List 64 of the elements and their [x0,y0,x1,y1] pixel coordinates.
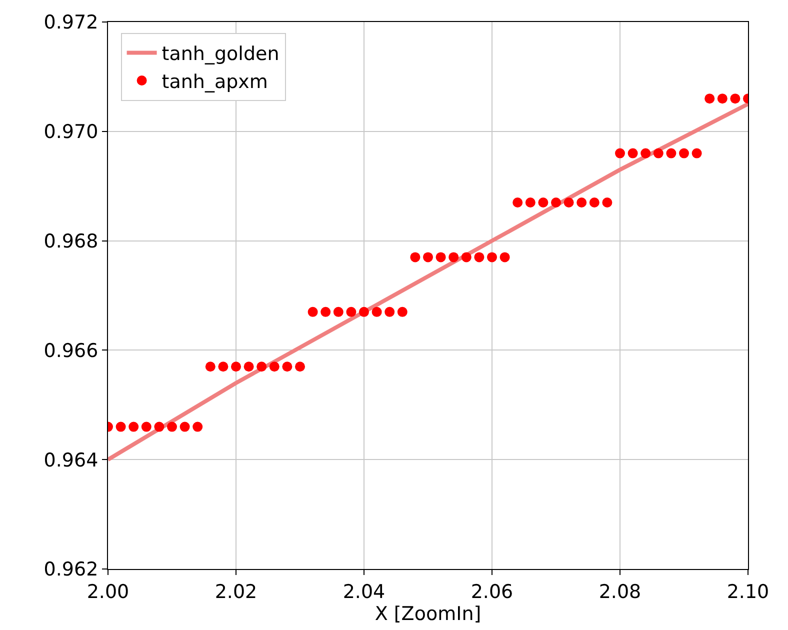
point [269,362,280,372]
point [551,198,561,208]
point [628,148,638,158]
point [576,198,587,208]
point [666,148,676,158]
point [180,422,190,432]
y-tick-label: 0.964 [44,449,98,472]
y-tick-label: 0.968 [44,230,98,252]
point [116,422,126,432]
point [461,252,472,262]
point [256,362,267,372]
point [500,252,510,262]
x-tick-label: 2.00 [86,580,130,603]
point [640,148,651,158]
point [192,422,203,432]
point [448,252,459,262]
point [218,362,228,372]
point [346,306,356,317]
y-tick-label: 0.972 [44,12,98,34]
point [128,422,139,432]
x-tick-label: 2.04 [342,580,386,603]
point [730,94,740,104]
point [717,94,728,104]
point [308,306,318,317]
point [564,198,574,208]
point [538,198,548,208]
point [423,252,433,262]
x-tick-label: 2.02 [214,580,258,603]
point [397,306,408,317]
point [244,362,254,372]
point [692,148,702,158]
point [359,306,369,317]
point [320,306,331,317]
point [141,422,152,432]
point [282,362,292,372]
x-tick-label: 2.10 [726,580,770,603]
point [205,362,216,372]
point [167,422,177,432]
point [372,306,382,317]
point [512,198,523,208]
point [525,198,536,208]
point [653,148,664,158]
point [333,306,344,317]
y-tick-label: 0.970 [44,121,98,144]
point [615,148,625,158]
point [602,198,612,208]
y-tick-label: 0.962 [44,558,98,581]
y-tick-label: 0.966 [44,340,98,362]
x-axis-title: X [ZoomIn] [374,602,482,625]
x-tick-label: 2.06 [470,580,514,603]
point [436,252,446,262]
point [410,252,420,262]
point [295,362,305,372]
point [589,198,600,208]
point [474,252,484,262]
point [154,422,164,432]
point [231,362,241,372]
point [487,252,497,262]
legend-label: tanh_apxm [162,70,268,93]
point [679,148,689,158]
point [384,306,395,317]
x-tick-label: 2.08 [598,580,642,603]
point [704,94,715,104]
legend-label: tanh_golden [162,43,280,66]
